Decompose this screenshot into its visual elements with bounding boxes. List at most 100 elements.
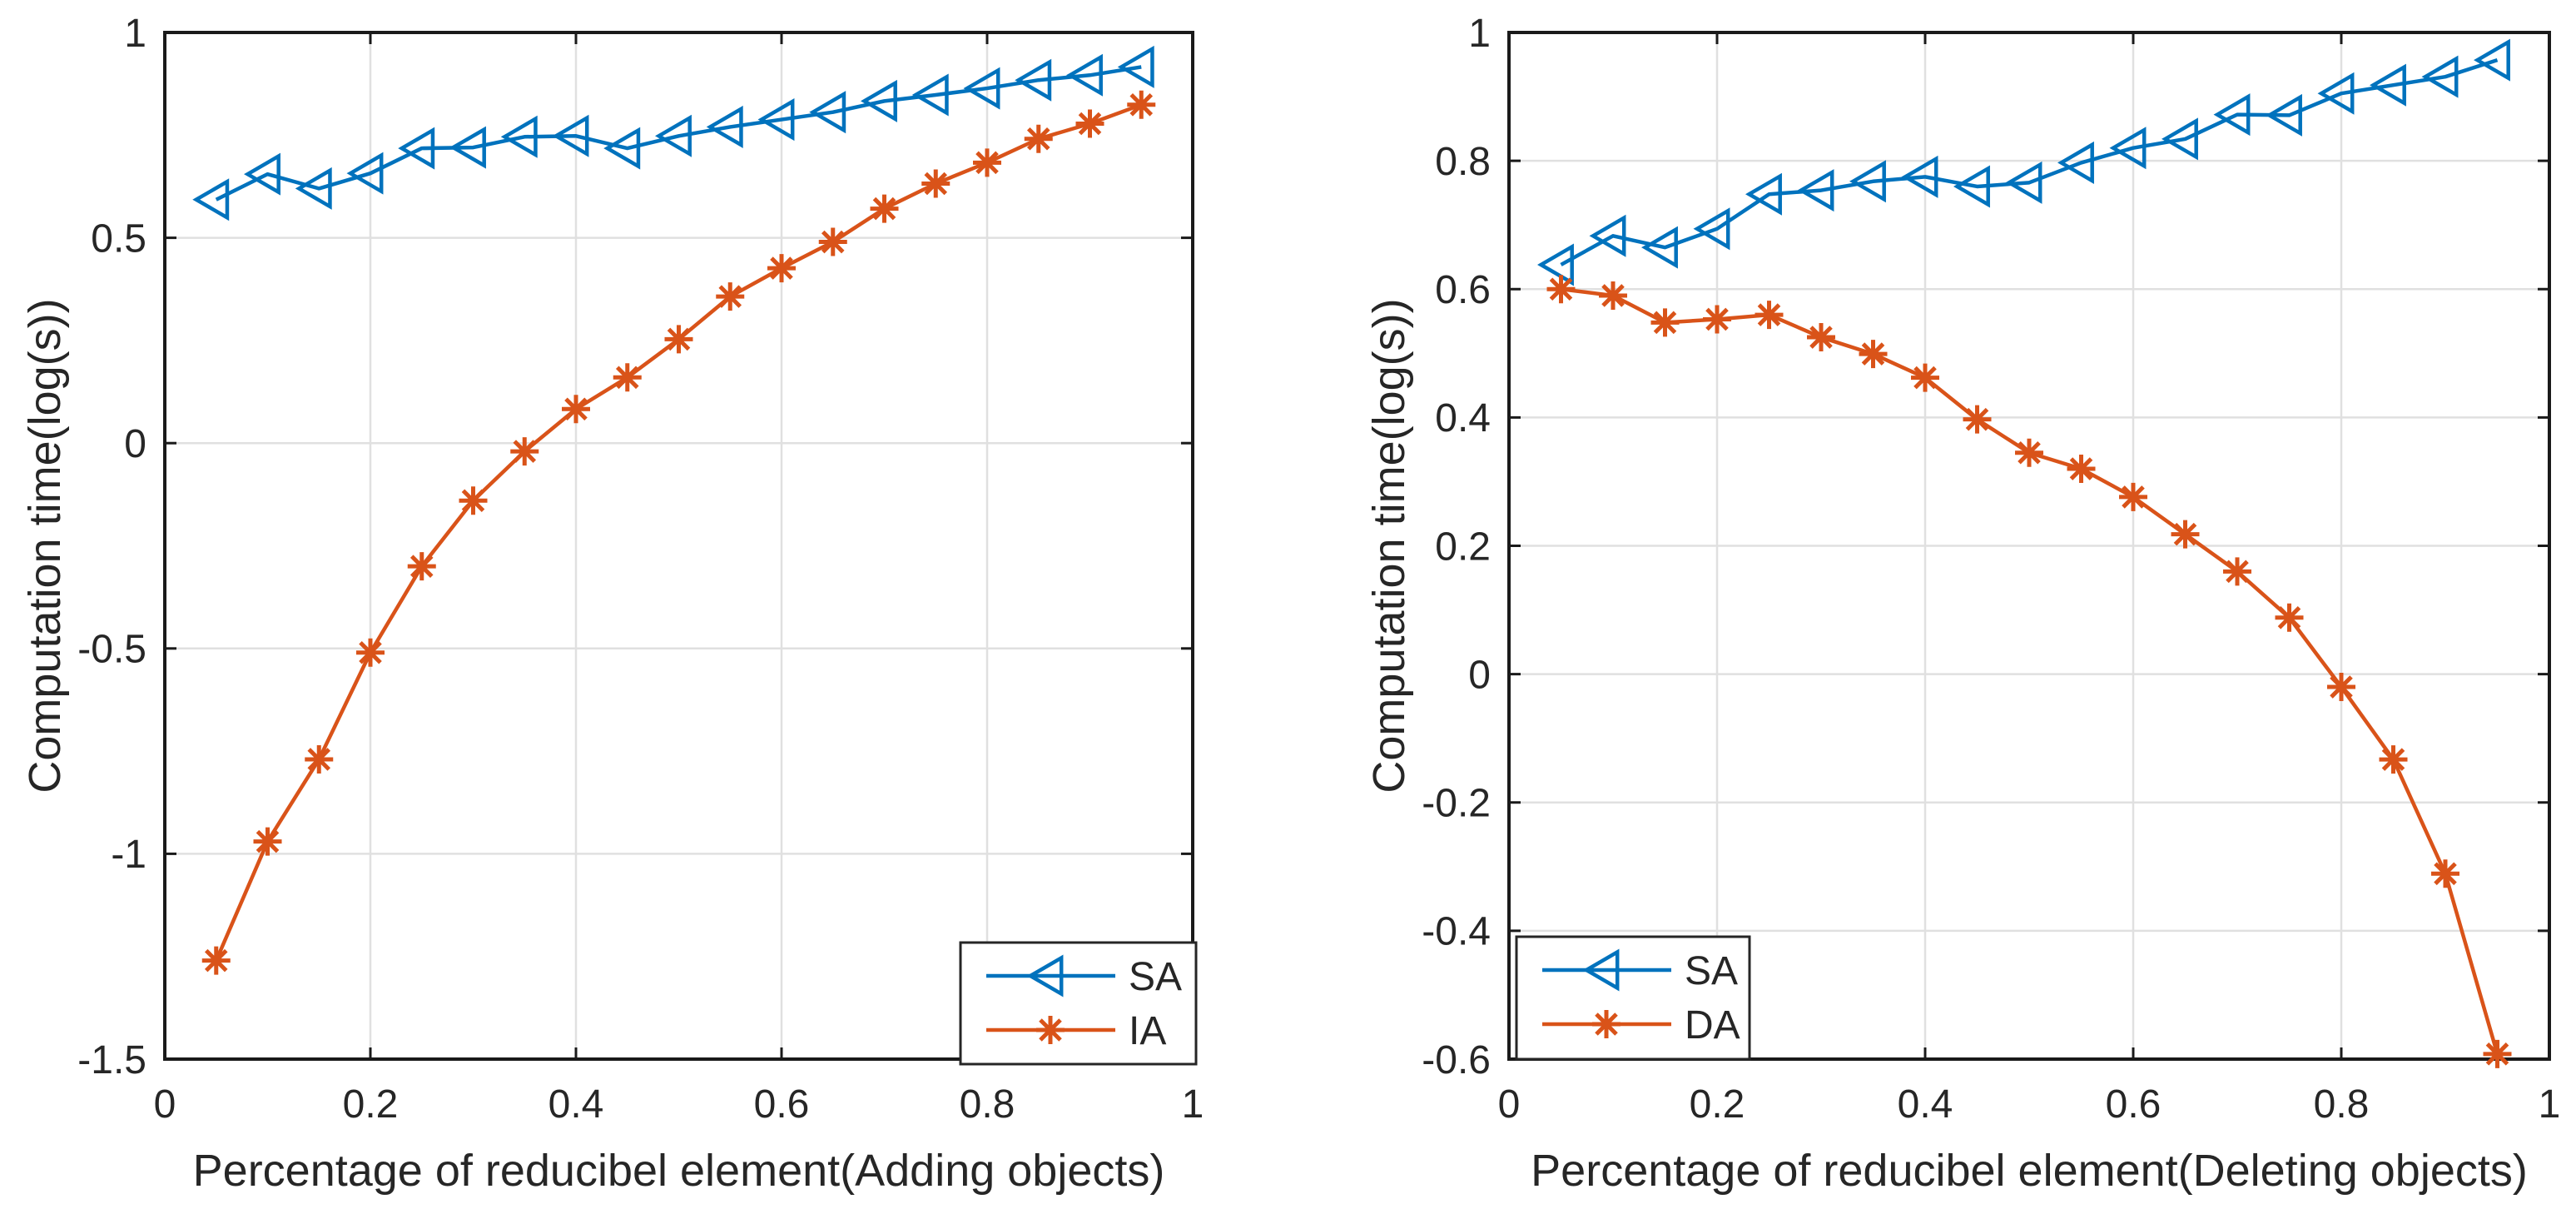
ia-marker xyxy=(973,148,1001,177)
da-marker xyxy=(1599,281,1627,310)
ia-marker xyxy=(407,552,436,581)
ia-series-line xyxy=(214,102,1143,962)
x-tick-label: 0.8 xyxy=(2314,1082,2370,1127)
y-tick-label: 0.4 xyxy=(1435,396,1491,440)
sa-marker xyxy=(346,152,384,195)
y-tick-label: 0.2 xyxy=(1435,525,1491,569)
sa-marker xyxy=(2057,141,2094,184)
x-tick-label: 1 xyxy=(2539,1082,2561,1127)
legend-entry-ia: IA xyxy=(986,1009,1166,1053)
ia-marker xyxy=(201,946,231,975)
sa-marker xyxy=(1589,214,1626,257)
sa-marker xyxy=(2421,55,2459,98)
sa-marker xyxy=(1066,53,1103,97)
sa-marker xyxy=(1745,172,1782,216)
ia-marker xyxy=(1075,109,1104,138)
da-marker xyxy=(1650,308,1680,337)
ia-marker xyxy=(1024,124,1053,153)
da-marker xyxy=(1546,275,1576,304)
sa-marker xyxy=(963,67,1000,110)
legend-deleting: SA DA xyxy=(1515,935,1751,1061)
da-marker xyxy=(2119,482,2147,511)
ia-marker xyxy=(562,395,590,424)
da-marker xyxy=(2431,859,2459,888)
legend-sample-marker xyxy=(1036,1016,1065,1044)
sa-marker xyxy=(2005,161,2042,204)
sa-marker xyxy=(1537,243,1574,286)
panel-deleting-objects: 0 0.2 0.4 0.6 0.8 1 1 0.8 0.6 0.4 0.2 0 -0.2 -0.4 -0.6… xyxy=(1364,12,2560,1196)
sa-marker xyxy=(1015,58,1052,102)
tick-marks xyxy=(163,31,1194,1061)
y-tick-label: 0 xyxy=(124,422,146,466)
panel-adding-objects: 0 0.2 0.4 0.6 0.8 1 1 0.5 0 -0.5 -1 -1.5 Percentage … xyxy=(20,12,1204,1196)
legend-entry-sa: SA xyxy=(986,954,1182,999)
x-tick-label: 0.6 xyxy=(2106,1082,2162,1127)
legend-sample-marker xyxy=(1582,948,1620,992)
sa-marker xyxy=(2266,93,2302,137)
sa-marker xyxy=(244,152,280,196)
sa-marker xyxy=(603,127,641,170)
da-marker xyxy=(1963,405,1992,434)
y-tick-label: -0.6 xyxy=(1422,1038,1491,1082)
y-axis-label: Computation time(log(s)) xyxy=(1364,298,1414,793)
axes-box xyxy=(1507,31,2551,1061)
ia-marker xyxy=(870,194,899,223)
sa-marker xyxy=(2474,38,2510,82)
ia-marker xyxy=(767,254,796,283)
y-tick-label: 1 xyxy=(1468,12,1491,56)
sa-marker xyxy=(809,91,846,134)
da-marker xyxy=(2327,673,2355,702)
legend-sample-marker xyxy=(1026,954,1064,998)
legend-adding: SA IA xyxy=(959,941,1198,1066)
ia-marker xyxy=(664,325,693,354)
sa-series xyxy=(1537,38,2510,286)
sa-marker xyxy=(398,127,435,170)
ia-markers xyxy=(201,90,1156,975)
grid xyxy=(1509,32,2549,1059)
ia-marker xyxy=(818,227,847,256)
x-tick-label: 0.4 xyxy=(548,1082,604,1127)
legend-label: IA xyxy=(1129,1009,1166,1053)
ia-marker xyxy=(253,827,282,856)
sa-marker xyxy=(449,126,486,169)
da-marker xyxy=(1703,305,1731,334)
ia-marker xyxy=(356,638,385,667)
y-tick-label: 0 xyxy=(1468,653,1491,697)
da-marker xyxy=(2223,557,2251,586)
sa-marker xyxy=(1693,207,1730,251)
x-tick-label: 0 xyxy=(1498,1082,1521,1127)
da-marker xyxy=(2067,455,2096,484)
legend-label: DA xyxy=(1685,1003,1740,1047)
x-tick-label: 0.6 xyxy=(754,1082,810,1127)
x-axis-label: Percentage of reducibel element(Deleting… xyxy=(1531,1146,2528,1196)
sa-marker xyxy=(2317,72,2355,115)
grid xyxy=(165,32,1193,1059)
sa-marker xyxy=(757,98,795,142)
ia-marker xyxy=(1127,90,1156,119)
axes-box xyxy=(163,31,1194,1061)
x-tick-label: 0.2 xyxy=(343,1082,399,1127)
sa-marker xyxy=(2109,127,2147,170)
sa-markers xyxy=(192,45,1154,221)
da-series xyxy=(1546,275,2512,1068)
sa-marker xyxy=(192,178,230,221)
legend-label: SA xyxy=(1129,955,1182,999)
da-marker xyxy=(2379,745,2408,774)
x-tick-label: 0.2 xyxy=(1690,1082,1745,1127)
y-tick-label: -0.2 xyxy=(1422,782,1491,826)
sa-marker xyxy=(911,73,949,117)
y-tick-label: 0.8 xyxy=(1435,140,1491,184)
da-marker xyxy=(2275,603,2304,632)
y-tick-label: 0.6 xyxy=(1435,268,1491,312)
sa-marker xyxy=(2213,93,2251,137)
x-tick-label: 0 xyxy=(154,1082,176,1127)
ia-series xyxy=(201,90,1156,975)
x-tick-label: 0.8 xyxy=(960,1082,1015,1127)
da-marker xyxy=(1807,323,1835,352)
sa-series-line xyxy=(1560,57,2499,266)
da-marker xyxy=(2483,1039,2512,1068)
da-marker xyxy=(1911,363,1939,392)
x-axis-label: Percentage of reducibel element(Adding o… xyxy=(193,1146,1165,1196)
ia-marker xyxy=(305,744,334,774)
